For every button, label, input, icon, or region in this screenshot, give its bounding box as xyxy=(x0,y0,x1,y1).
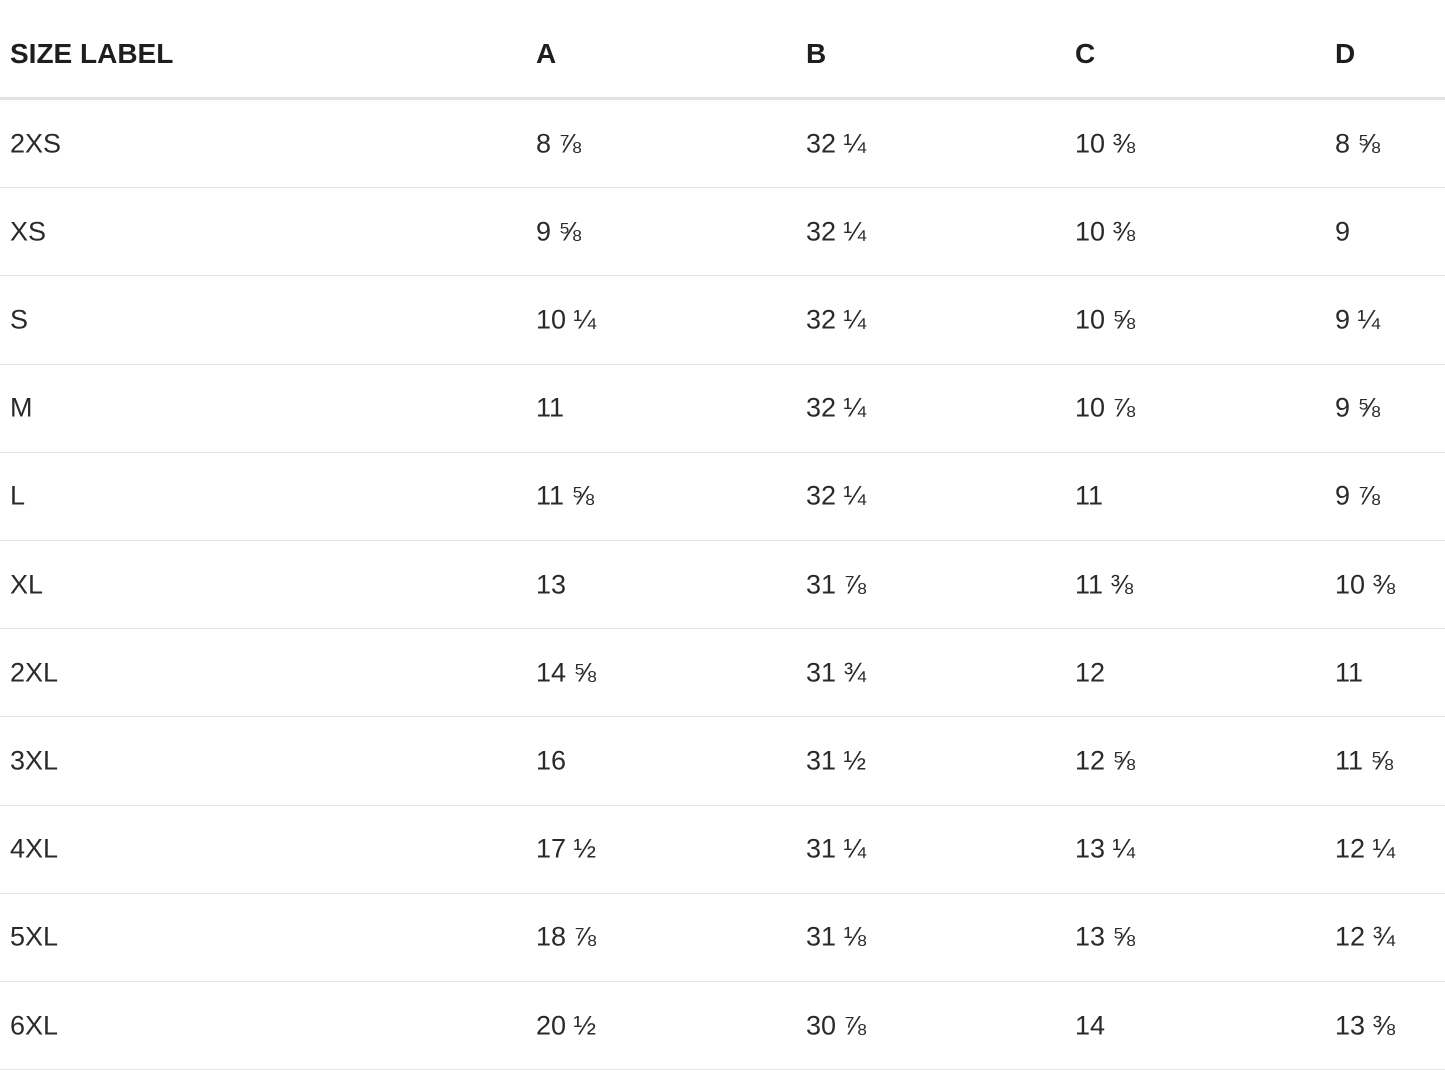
measurement: 14 xyxy=(1075,1010,1106,1041)
size-label: 4XL xyxy=(10,833,59,864)
measurement: 11 xyxy=(1075,480,1104,511)
size-label: L xyxy=(10,480,26,511)
measurement: 12 ¼ xyxy=(1335,833,1396,864)
measurement: 11 xyxy=(536,392,565,423)
measurement: 9 ⅝ xyxy=(1335,392,1381,423)
table-row: 5XL 18 ⅞ 31 ⅛ 13 ⅝ 12 ¾ xyxy=(0,894,1445,982)
measurement: 17 ½ xyxy=(536,833,597,864)
measurement: 31 ⅛ xyxy=(806,921,867,952)
measurement: 11 ⅜ xyxy=(1075,569,1134,600)
size-label: 2XS xyxy=(10,128,62,159)
measurement: 12 xyxy=(1075,657,1106,688)
measurement: 31 ¾ xyxy=(806,657,867,688)
measurement: 11 xyxy=(1335,657,1364,688)
size-label: M xyxy=(10,392,33,423)
table-row: S 10 ¼ 32 ¼ 10 ⅝ 9 ¼ xyxy=(0,276,1445,365)
table-row: M 11 32 ¼ 10 ⅞ 9 ⅝ xyxy=(0,365,1445,453)
measurement: 11 ⅝ xyxy=(536,480,595,511)
table-row: 4XL 17 ½ 31 ¼ 13 ¼ 12 ¼ xyxy=(0,806,1445,894)
measurement: 32 ¼ xyxy=(806,128,867,159)
table-row: XL 13 31 ⅞ 11 ⅜ 10 ⅜ xyxy=(0,541,1445,630)
table-row: 2XL 14 ⅝ 31 ¾ 12 11 xyxy=(0,629,1445,718)
measurement: 10 ⅞ xyxy=(1075,392,1136,423)
table-row: L 11 ⅝ 32 ¼ 11 9 ⅞ xyxy=(0,453,1445,541)
size-label: XS xyxy=(10,216,47,247)
size-label: 5XL xyxy=(10,921,59,952)
measurement: 12 ¾ xyxy=(1335,921,1396,952)
column-header: C xyxy=(1075,38,1096,69)
header-row: SIZE LABEL A B C D xyxy=(0,0,1445,100)
measurement: 9 ¼ xyxy=(1335,304,1381,335)
column-header: B xyxy=(806,38,827,69)
column-header: SIZE LABEL xyxy=(10,38,174,69)
measurement: 13 ¼ xyxy=(1075,833,1136,864)
measurement: 9 xyxy=(1335,216,1351,247)
size-label: XL xyxy=(10,569,44,600)
column-header: D xyxy=(1335,38,1356,69)
measurement: 32 ¼ xyxy=(806,392,867,423)
measurement: 9 ⅞ xyxy=(1335,480,1381,511)
measurement: 12 ⅝ xyxy=(1075,745,1136,776)
measurement: 30 ⅞ xyxy=(806,1010,867,1041)
measurement: 16 xyxy=(536,745,567,776)
measurement: 31 ½ xyxy=(806,745,867,776)
measurement: 10 ¼ xyxy=(536,304,597,335)
size-label: S xyxy=(10,304,29,335)
measurement: 32 ¼ xyxy=(806,304,867,335)
measurement: 10 ⅜ xyxy=(1075,128,1136,159)
measurement: 10 ⅝ xyxy=(1075,304,1136,335)
table-row: 2XS 8 ⅞ 32 ¼ 10 ⅜ 8 ⅝ xyxy=(0,100,1445,189)
measurement: 10 ⅜ xyxy=(1335,569,1396,600)
table-row: 6XL 20 ½ 30 ⅞ 14 13 ⅜ xyxy=(0,982,1445,1070)
measurement: 32 ¼ xyxy=(806,216,867,247)
measurement: 31 ¼ xyxy=(806,833,867,864)
measurement: 8 ⅞ xyxy=(536,128,582,159)
table-row: 3XL 16 31 ½ 12 ⅝ 11 ⅝ xyxy=(0,717,1445,806)
measurement: 11 ⅝ xyxy=(1335,745,1394,776)
measurement: 14 ⅝ xyxy=(536,657,597,688)
size-label: 2XL xyxy=(10,657,59,688)
column-header: A xyxy=(536,38,557,69)
measurement: 31 ⅞ xyxy=(806,569,867,600)
size-label: 3XL xyxy=(10,745,59,776)
measurement: 8 ⅝ xyxy=(1335,128,1381,159)
measurement: 13 xyxy=(536,569,567,600)
size-label: 6XL xyxy=(10,1010,59,1041)
measurement: 18 ⅞ xyxy=(536,921,597,952)
measurement: 9 ⅝ xyxy=(536,216,582,247)
table-row: XS 9 ⅝ 32 ¼ 10 ⅜ 9 xyxy=(0,188,1445,277)
measurement: 20 ½ xyxy=(536,1010,597,1041)
measurement: 13 ⅜ xyxy=(1335,1010,1396,1041)
measurement: 32 ¼ xyxy=(806,480,867,511)
measurement: 13 ⅝ xyxy=(1075,921,1136,952)
measurement: 10 ⅜ xyxy=(1075,216,1136,247)
